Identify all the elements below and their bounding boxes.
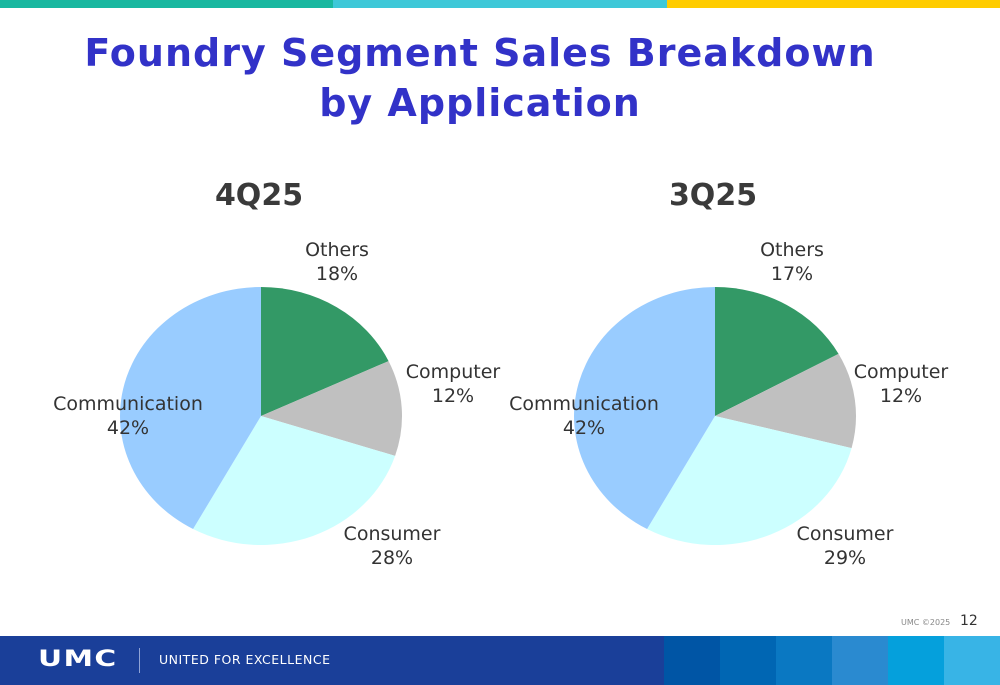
chart-title: 3Q25 (669, 178, 757, 213)
footer-block (720, 636, 776, 685)
footer-block (832, 636, 888, 685)
slice-label-others: Others 17% (760, 239, 824, 285)
pie-slice-communication (120, 287, 261, 530)
slice-label-name: Computer (406, 361, 501, 383)
pie-slice-consumer (193, 416, 396, 545)
slice-label-value: 12% (432, 385, 474, 407)
footer-tagline: UNITED FOR EXCELLENCE (159, 652, 331, 667)
slice-label-value: 17% (771, 263, 813, 285)
slice-label-value: 29% (824, 547, 866, 569)
umc-logo: UMC (38, 647, 118, 672)
slide-title: Foundry Segment Sales Breakdown by Appli… (40, 28, 920, 128)
slice-label-consumer: Consumer 28% (344, 523, 441, 569)
slice-label-computer: Computer 12% (854, 361, 949, 407)
slice-label-others: Others 18% (305, 239, 369, 285)
page-number: 12 (960, 613, 978, 629)
footer-block (776, 636, 832, 685)
top-bar-segment-cyan (333, 0, 667, 8)
pie-slice-others (261, 287, 389, 416)
slide-title-line1: Foundry Segment Sales Breakdown (84, 31, 876, 75)
footer-block (888, 636, 944, 685)
footer-bar: UMC UNITED FOR EXCELLENCE (0, 636, 1000, 685)
slice-label-value: 42% (107, 417, 149, 439)
pie-slice-computer (261, 361, 403, 456)
pie-slice-others (715, 286, 839, 416)
top-bar-segment-yellow (667, 0, 1000, 8)
top-color-bar (0, 0, 1000, 8)
slice-label-value: 18% (316, 263, 358, 285)
slice-label-value: 28% (371, 547, 413, 569)
slice-label-value: 42% (563, 417, 605, 439)
slice-label-name: Others (760, 239, 824, 261)
slice-label-name: Consumer (344, 523, 441, 545)
slice-label-name: Computer (854, 361, 949, 383)
slice-label-computer: Computer 12% (406, 361, 501, 407)
slice-label-communication: Communication 42% (53, 393, 203, 439)
copyright-text: UMC ©2025 (901, 618, 951, 627)
pie-slice-communication (574, 287, 715, 530)
pie-slice-computer (715, 353, 857, 449)
slide-title-line2: by Application (319, 81, 641, 125)
slice-label-name: Communication (509, 393, 659, 415)
slice-label-name: Communication (53, 393, 203, 415)
slice-label-name: Others (305, 239, 369, 261)
footer-block (944, 636, 1000, 685)
footer-color-blocks (664, 636, 1000, 685)
slice-label-communication: Communication 42% (509, 393, 659, 439)
footer-block (664, 636, 720, 685)
top-bar-segment-teal (0, 0, 333, 8)
slice-label-consumer: Consumer 29% (797, 523, 894, 569)
chart-title: 4Q25 (215, 178, 303, 213)
slice-label-value: 12% (880, 385, 922, 407)
slice-label-name: Consumer (797, 523, 894, 545)
footer-divider (139, 648, 140, 673)
pie-slice-consumer (647, 416, 852, 545)
